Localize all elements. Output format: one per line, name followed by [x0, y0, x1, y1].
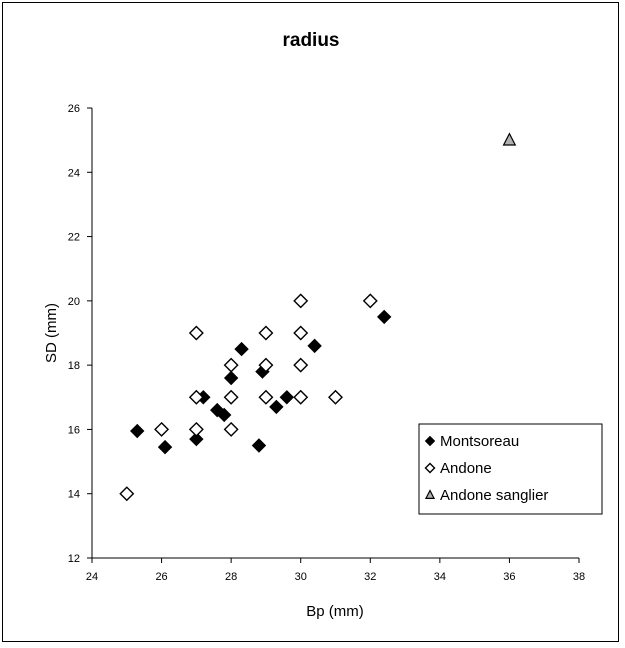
y-tick-label: 26	[68, 103, 80, 115]
montsoreau-point	[157, 439, 173, 455]
chart-frame	[2, 2, 619, 642]
andone-point	[328, 389, 343, 405]
andone-point	[258, 325, 274, 341]
montsoreau-point	[130, 423, 145, 439]
andone-point	[188, 325, 204, 341]
y-tick-label: 12	[68, 553, 80, 565]
legend-box	[418, 423, 603, 515]
y-ticks: 12 14 16 18 20 22 24 26	[68, 103, 92, 565]
montsoreau-point	[234, 341, 249, 357]
y-tick-label: 20	[68, 296, 80, 308]
andone-point	[293, 389, 309, 405]
x-tick-label: 26	[155, 571, 167, 583]
andone-point	[223, 389, 239, 405]
x-tick-label: 30	[295, 571, 307, 583]
montsoreau-point	[307, 338, 322, 354]
legend-montsoreau-marker	[424, 435, 436, 447]
montsoreau-point	[279, 390, 295, 405]
montsoreau-point	[189, 431, 204, 447]
y-tick-label: 24	[68, 167, 80, 179]
legend: Montsoreau Andone Andone sanglier	[418, 423, 603, 515]
montsoreau-point	[223, 370, 239, 386]
andone-point	[223, 357, 239, 373]
andone-point	[119, 486, 135, 502]
y-tick-label: 14	[68, 489, 80, 501]
andone-point	[154, 421, 170, 437]
legend-andone-sanglier-label: Andone sanglier	[440, 487, 548, 504]
y-tick-label: 16	[68, 424, 80, 436]
montsoreau-point	[251, 438, 267, 453]
legend-andone-sanglier-marker	[424, 489, 436, 499]
andone-point	[188, 421, 204, 437]
x-tick-label: 32	[364, 571, 376, 583]
x-axis-title: Bp (mm)	[306, 603, 364, 620]
x-ticks: 24 26 28 30 32 34 36 38	[86, 558, 585, 583]
x-tick-label: 24	[86, 571, 98, 583]
andone-point	[188, 389, 204, 405]
andone-point	[223, 421, 239, 437]
andone-point	[258, 357, 274, 373]
x-tick-label: 36	[503, 571, 515, 583]
montsoreau-point	[269, 399, 284, 415]
montsoreau-point	[216, 407, 232, 423]
andone-point	[258, 389, 274, 405]
x-tick-label: 38	[573, 571, 585, 583]
y-tick-label: 22	[68, 232, 80, 244]
y-tick-label: 18	[68, 360, 80, 372]
legend-andone-marker	[424, 462, 436, 474]
andone-point	[362, 293, 378, 309]
andone-point	[293, 325, 309, 341]
axes	[91, 108, 579, 559]
data-points	[119, 132, 517, 502]
y-axis-title: SD (mm)	[43, 303, 60, 363]
andone-sanglier-point	[502, 132, 517, 146]
x-tick-label: 34	[434, 571, 446, 583]
x-tick-label: 28	[225, 571, 237, 583]
andone-point	[293, 293, 309, 309]
andone-point	[293, 357, 309, 373]
montsoreau-point	[376, 309, 392, 325]
chart-title: radius	[282, 30, 339, 51]
legend-montsoreau-label: Montsoreau	[440, 433, 519, 450]
legend-andone-label: Andone	[440, 460, 492, 477]
